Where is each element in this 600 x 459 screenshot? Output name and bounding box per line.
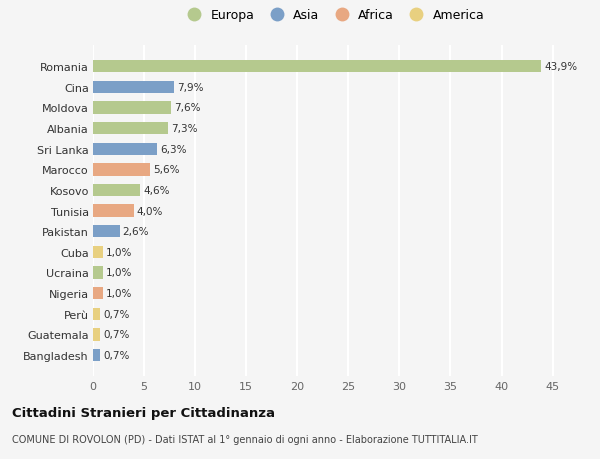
Bar — [93, 143, 157, 156]
Bar — [93, 102, 170, 114]
Bar — [93, 267, 103, 279]
Text: 4,6%: 4,6% — [143, 185, 170, 196]
Bar — [93, 225, 119, 238]
Bar — [93, 82, 173, 94]
Text: 1,0%: 1,0% — [106, 268, 133, 278]
Bar — [93, 185, 140, 197]
Bar — [93, 329, 100, 341]
Text: COMUNE DI ROVOLON (PD) - Dati ISTAT al 1° gennaio di ogni anno - Elaborazione TU: COMUNE DI ROVOLON (PD) - Dati ISTAT al 1… — [12, 434, 478, 444]
Text: 5,6%: 5,6% — [153, 165, 180, 175]
Text: 0,7%: 0,7% — [103, 309, 130, 319]
Text: 1,0%: 1,0% — [106, 247, 133, 257]
Bar — [93, 123, 167, 135]
Text: 7,9%: 7,9% — [177, 83, 203, 93]
Bar — [93, 349, 100, 361]
Text: 43,9%: 43,9% — [544, 62, 578, 72]
Bar — [93, 246, 103, 258]
Bar — [93, 164, 150, 176]
Text: 7,3%: 7,3% — [170, 124, 197, 134]
Text: 0,7%: 0,7% — [103, 330, 130, 340]
Bar — [93, 205, 134, 217]
Bar — [93, 61, 541, 73]
Text: 2,6%: 2,6% — [122, 227, 149, 237]
Text: 1,0%: 1,0% — [106, 288, 133, 298]
Text: 6,3%: 6,3% — [160, 145, 187, 154]
Text: 4,0%: 4,0% — [137, 206, 163, 216]
Legend: Europa, Asia, Africa, America: Europa, Asia, Africa, America — [182, 9, 484, 22]
Bar — [93, 287, 103, 300]
Text: 7,6%: 7,6% — [173, 103, 200, 113]
Bar — [93, 308, 100, 320]
Text: Cittadini Stranieri per Cittadinanza: Cittadini Stranieri per Cittadinanza — [12, 406, 275, 419]
Text: 0,7%: 0,7% — [103, 350, 130, 360]
